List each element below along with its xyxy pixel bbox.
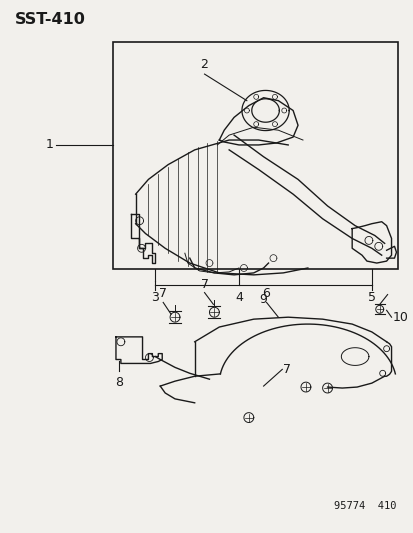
Text: 5: 5 [367,290,375,304]
Text: 3: 3 [151,290,159,304]
Text: SST-410: SST-410 [14,12,85,27]
Text: 6: 6 [262,287,270,301]
Text: 7: 7 [282,363,291,376]
Text: 1: 1 [46,139,54,151]
Bar [113,42,397,269]
Text: 4: 4 [235,290,242,304]
Text: 95774  410: 95774 410 [333,501,396,511]
Text: 7: 7 [159,287,167,301]
Text: 2: 2 [200,58,208,71]
Text: 9: 9 [259,293,267,305]
Text: 7: 7 [200,278,208,290]
Text: 10: 10 [392,311,407,324]
Text: 8: 8 [115,376,123,389]
